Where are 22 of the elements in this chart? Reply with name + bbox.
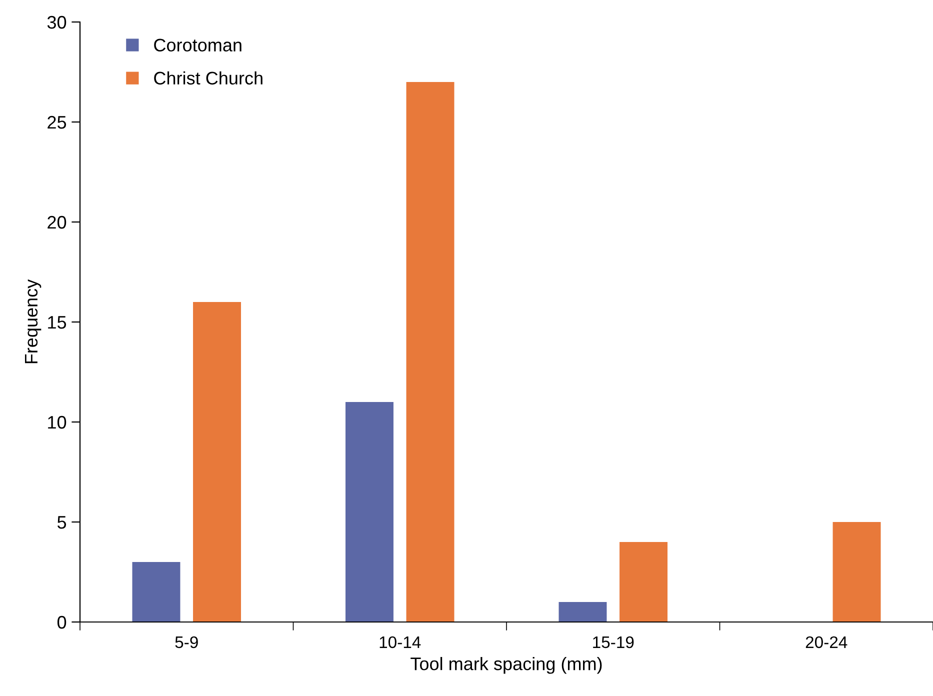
bar — [193, 302, 242, 622]
y-tick-label: 25 — [48, 116, 66, 129]
x-tick-label: 5-9 — [175, 636, 198, 648]
bar — [132, 562, 180, 622]
bar — [832, 522, 881, 622]
bar — [620, 542, 668, 622]
bar — [345, 402, 394, 622]
y-tick-label: 0 — [57, 616, 66, 629]
x-tick-label: 20-24 — [806, 636, 848, 648]
y-tick-label: 5 — [57, 516, 66, 529]
x-tick-label: 15-19 — [593, 636, 634, 648]
x-axis-title: Tool mark spacing (mm) — [410, 656, 602, 674]
y-axis-title: Frequency — [25, 279, 42, 364]
y-tick-label: 20 — [48, 216, 66, 229]
y-tick-label: 10 — [48, 416, 66, 429]
x-tick-label: 10-14 — [380, 636, 421, 648]
legend-label: Corotoman — [154, 38, 242, 52]
y-tick-label: 30 — [47, 16, 66, 29]
bar — [558, 602, 607, 622]
y-tick-label: 15 — [48, 316, 66, 329]
bar — [406, 82, 454, 622]
legend-label: Christ Church — [154, 71, 262, 85]
